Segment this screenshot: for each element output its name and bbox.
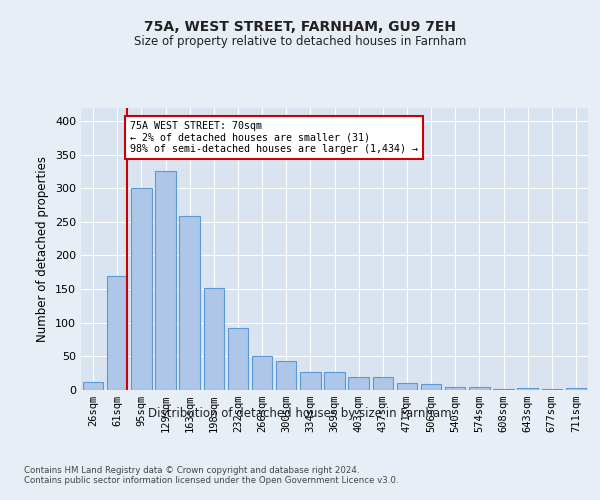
Bar [349, 376, 369, 390]
Bar [227, 328, 248, 390]
Bar [131, 188, 152, 390]
Bar [517, 388, 538, 390]
Bar [276, 361, 296, 390]
Bar [493, 388, 514, 390]
Bar [397, 384, 417, 390]
Bar [83, 382, 103, 390]
Y-axis label: Number of detached properties: Number of detached properties [37, 156, 49, 342]
Bar [542, 388, 562, 390]
Text: Distribution of detached houses by size in Farnham: Distribution of detached houses by size … [148, 408, 452, 420]
Bar [203, 288, 224, 390]
Bar [300, 372, 320, 390]
Bar [445, 386, 466, 390]
Bar [179, 216, 200, 390]
Bar [107, 276, 127, 390]
Bar [566, 388, 586, 390]
Text: Contains public sector information licensed under the Open Government Licence v3: Contains public sector information licen… [24, 476, 398, 485]
Bar [421, 384, 442, 390]
Text: 75A, WEST STREET, FARNHAM, GU9 7EH: 75A, WEST STREET, FARNHAM, GU9 7EH [144, 20, 456, 34]
Bar [252, 356, 272, 390]
Bar [324, 372, 345, 390]
Bar [469, 386, 490, 390]
Text: Size of property relative to detached houses in Farnham: Size of property relative to detached ho… [134, 35, 466, 48]
Text: Contains HM Land Registry data © Crown copyright and database right 2024.: Contains HM Land Registry data © Crown c… [24, 466, 359, 475]
Bar [155, 172, 176, 390]
Text: 75A WEST STREET: 70sqm
← 2% of detached houses are smaller (31)
98% of semi-deta: 75A WEST STREET: 70sqm ← 2% of detached … [130, 121, 418, 154]
Bar [373, 376, 393, 390]
